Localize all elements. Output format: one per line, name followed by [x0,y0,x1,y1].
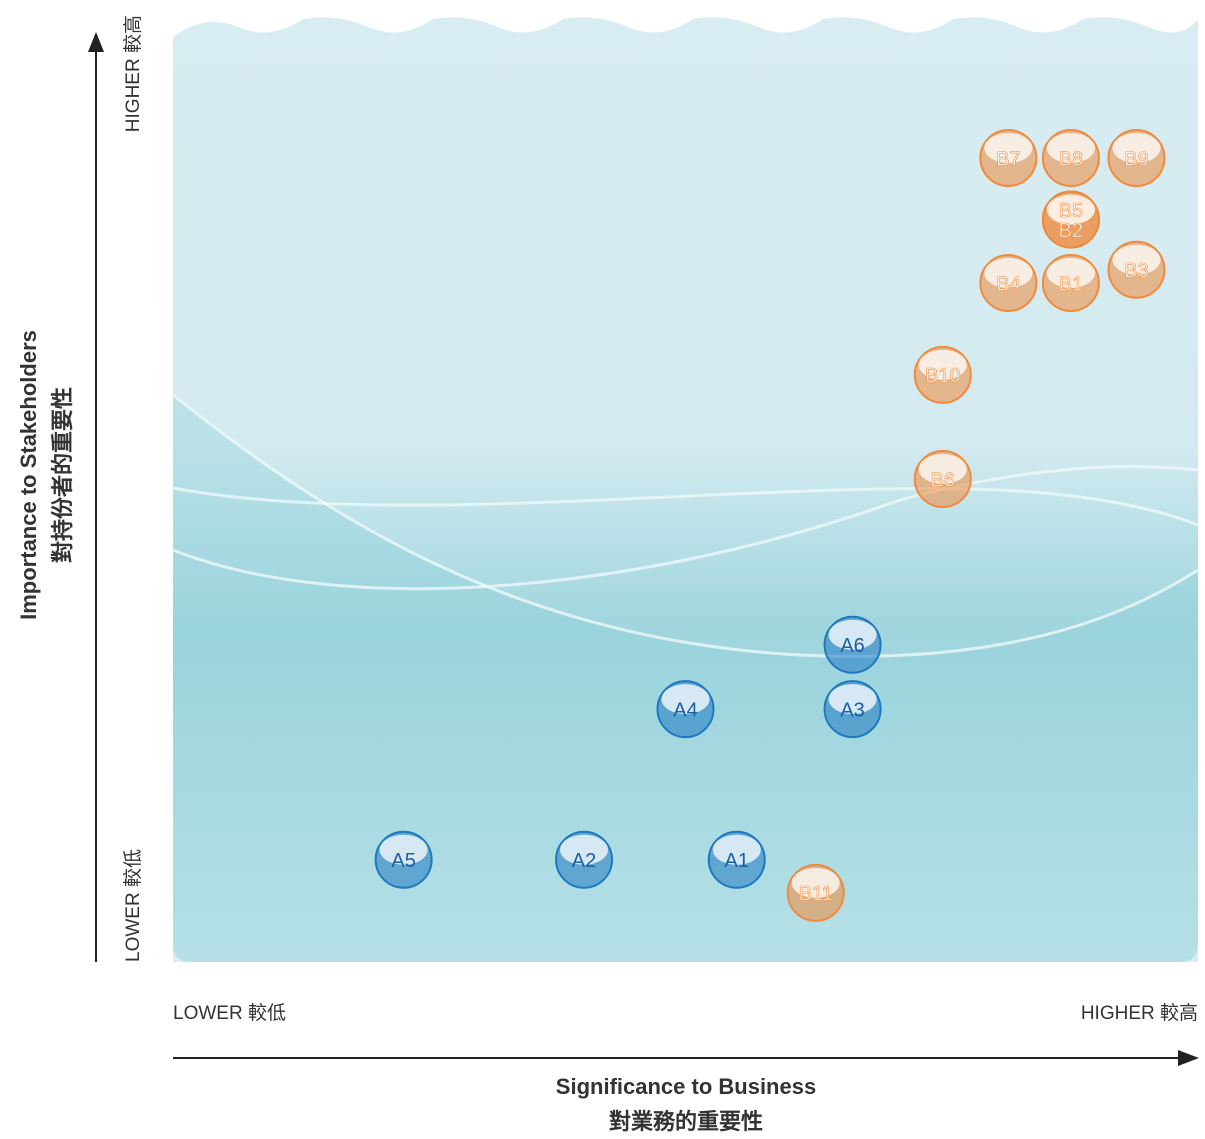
bubble [823,615,882,674]
highlight [984,132,1033,163]
point-label: B4 [996,273,1020,295]
highlight [1046,132,1095,163]
point-label: B9 [1124,148,1148,170]
point-label: B8 [1059,148,1083,170]
bubble [656,680,715,739]
highlight [918,454,967,485]
x-tick-label: HIGHER 較高 [1081,1002,1198,1024]
highlight [379,834,428,865]
plot-background [173,17,1198,962]
point-label: A3 [840,699,864,721]
point-label: B11 [799,883,833,905]
point-label: A5 [391,850,415,872]
point-label: A4 [673,699,697,721]
point-label: A1 [725,850,749,872]
y-tick-label: HIGHER 較高 [122,15,144,132]
bubble [979,128,1038,187]
highlight [1046,194,1095,225]
y-axis-title: Importance to Stakeholders [16,330,41,620]
point-label: B10 [925,365,961,387]
highlight [1046,258,1095,289]
bubble [707,830,766,889]
y-arrow [88,32,104,52]
point-label: A6 [840,635,864,657]
bubble [786,863,845,922]
point-label: B6 [931,469,955,491]
bubble [1041,128,1100,187]
wave-line [172,393,1199,658]
highlight [712,834,761,865]
highlight [984,258,1033,289]
x-arrow [1178,1050,1199,1066]
point-label: B7 [996,148,1020,170]
bubble [913,345,972,404]
highlight [791,867,840,898]
bubble [979,254,1038,313]
point-label: B1 [1059,273,1083,295]
y-axis-title: 對持份者的重要性 [50,387,75,563]
wave-line [172,486,1199,527]
highlight [661,684,710,715]
point-label: A2 [572,850,596,872]
wave-line [172,465,1199,591]
highlight [1112,132,1161,163]
bubble [1107,128,1166,187]
wave [173,395,1198,962]
bubble [1041,190,1100,249]
point-label: B5 [1059,200,1083,222]
point-label: B3 [1124,260,1148,282]
bubble [555,830,614,889]
highlight [918,349,967,380]
x-axis-title: Significance to Business [556,1074,816,1099]
bubble [913,450,972,509]
y-tick-label: LOWER 較低 [122,849,144,962]
bubble [823,680,882,739]
bubble [1041,254,1100,313]
point-label: B2 [1059,220,1083,242]
highlight [1112,244,1161,275]
bubble [374,830,433,889]
highlight [560,834,609,865]
x-axis-title: 對業務的重要性 [609,1109,763,1134]
bubble [1107,240,1166,299]
x-tick-label: LOWER 較低 [173,1002,286,1024]
highlight [828,619,877,650]
highlight [828,684,877,715]
